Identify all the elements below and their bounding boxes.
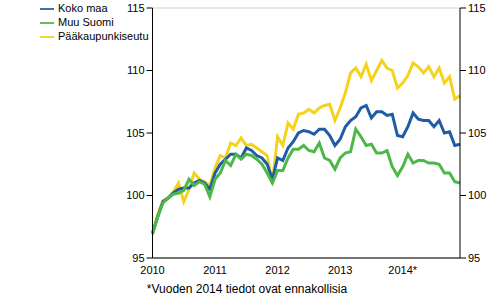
- svg-text:2013: 2013: [328, 264, 352, 276]
- html-text:*Vuoden 2014 tiedot ovat ennak: *Vuoden 2014 tiedot ovat ennakollisia: [146, 282, 348, 296]
- svg-text:105: 105: [468, 127, 486, 139]
- svg-text:100: 100: [468, 189, 486, 201]
- html-text:Muu Suomi: Muu Suomi: [58, 16, 114, 29]
- html-text:Koko maa: Koko maa: [58, 2, 108, 14]
- svg-text:100: 100: [126, 189, 144, 201]
- svg-text:2012: 2012: [265, 264, 289, 276]
- svg-text:110: 110: [468, 64, 486, 76]
- svg-text:115: 115: [127, 2, 145, 14]
- svg-text:2010: 2010: [140, 264, 164, 276]
- svg-text:95: 95: [468, 252, 480, 264]
- svg-text:2011: 2011: [203, 264, 227, 276]
- svg-text:95: 95: [132, 252, 144, 264]
- svg-text:2014*: 2014*: [388, 264, 417, 276]
- html-text:Pääkaupunkiseutu: Pääkaupunkiseutu: [58, 30, 149, 43]
- svg-text:110: 110: [127, 64, 145, 76]
- svg-text:105: 105: [126, 127, 144, 139]
- svg-text:115: 115: [468, 2, 486, 14]
